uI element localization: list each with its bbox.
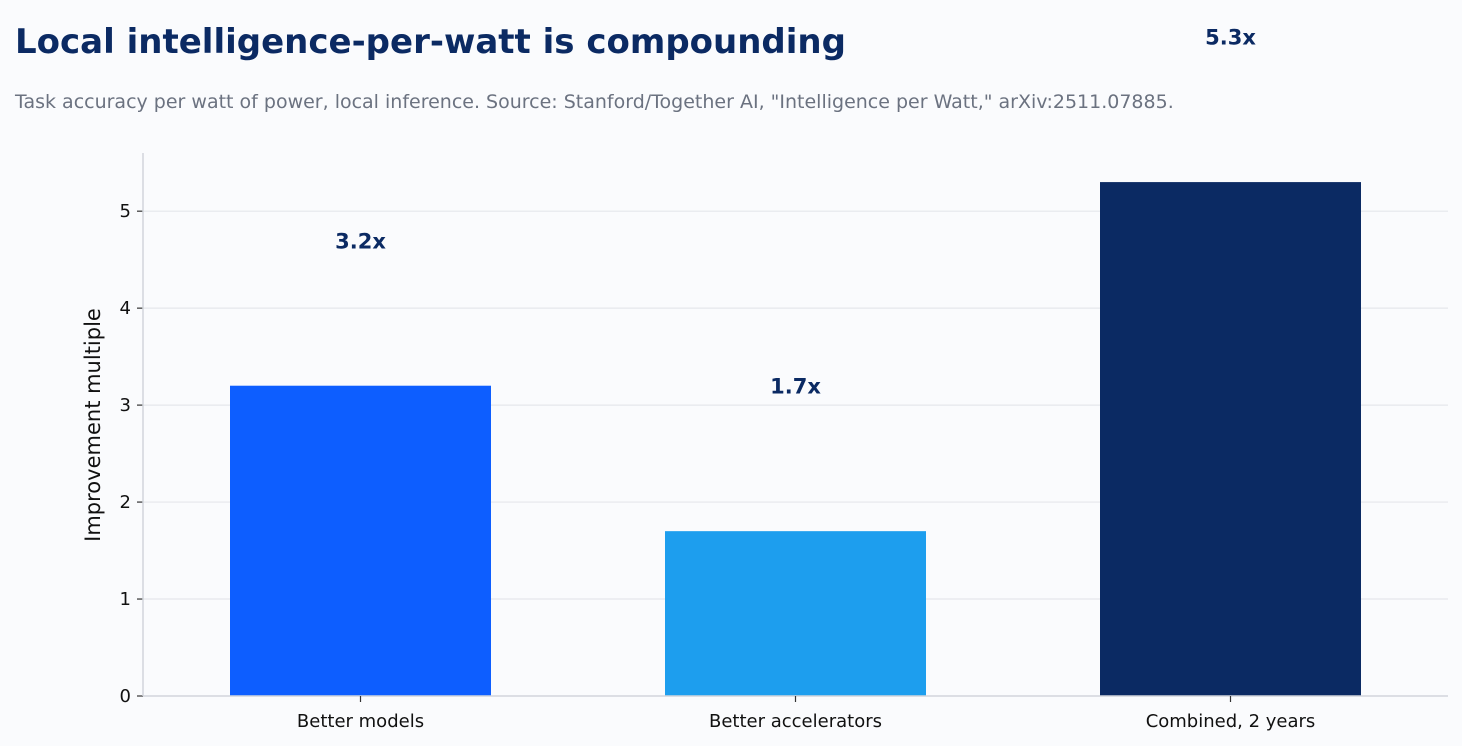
y-tick-label: 0 bbox=[120, 686, 131, 707]
data-label: 3.2x bbox=[335, 229, 386, 253]
bar bbox=[230, 385, 491, 696]
y-axis-label: Improvement multiple bbox=[81, 308, 105, 542]
y-tick-label: 5 bbox=[120, 201, 131, 222]
bar bbox=[1100, 182, 1361, 696]
category-labels: Better models Better accelerators Combined… bbox=[297, 711, 1315, 732]
y-tick-label: 2 bbox=[120, 492, 131, 513]
y-tick-label: 1 bbox=[120, 589, 131, 610]
axes bbox=[137, 153, 1448, 702]
data-labels: 3.2x 1.7x 5.3x bbox=[335, 26, 1256, 399]
tick-labels: 0 1 2 3 4 5 bbox=[120, 201, 131, 707]
bars bbox=[230, 182, 1361, 696]
x-tick-label: Better accelerators bbox=[709, 711, 882, 732]
data-label: 5.3x bbox=[1205, 26, 1256, 50]
bar bbox=[665, 531, 926, 696]
y-tick-label: 4 bbox=[120, 298, 131, 319]
data-label: 1.7x bbox=[770, 375, 821, 399]
x-tick-label: Combined, 2 years bbox=[1146, 711, 1316, 732]
y-tick-label: 3 bbox=[120, 395, 131, 416]
x-tick-label: Better models bbox=[297, 711, 424, 732]
chart-subtitle: Task accuracy per watt of power, local i… bbox=[15, 91, 1174, 113]
chart-title: Local intelligence-per-watt is compoundi… bbox=[15, 22, 846, 62]
